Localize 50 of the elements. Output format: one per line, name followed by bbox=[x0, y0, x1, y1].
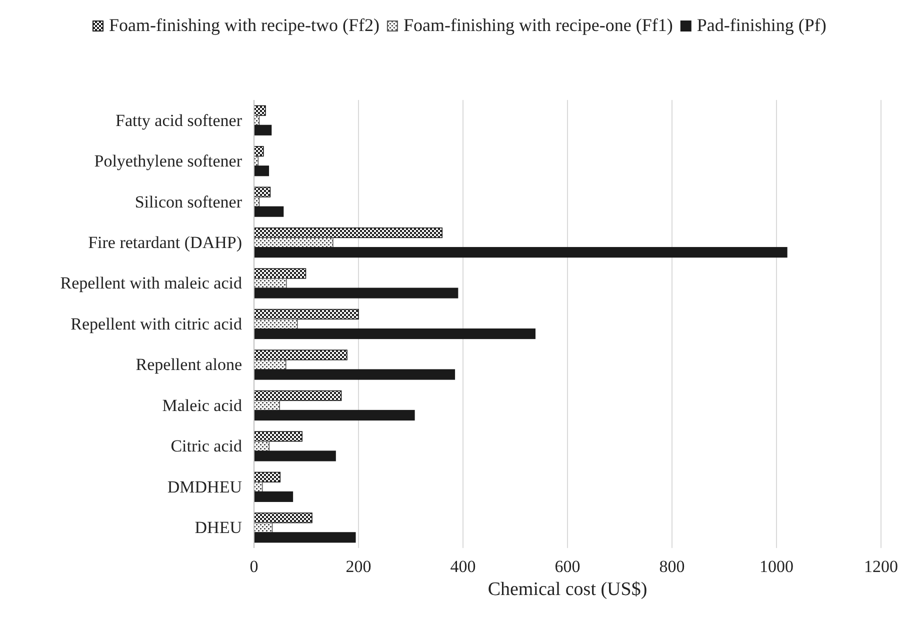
x-axis-title: Chemical cost (US$) bbox=[488, 579, 648, 600]
bar bbox=[254, 431, 302, 442]
bar bbox=[254, 146, 264, 157]
bar bbox=[254, 369, 456, 380]
y-tick-label: Repellent alone bbox=[136, 355, 242, 374]
y-tick-label: Polyethylene softener bbox=[94, 152, 242, 171]
bar bbox=[254, 359, 286, 370]
y-tick-label: DHEU bbox=[194, 518, 242, 538]
x-tick-label: 800 bbox=[659, 557, 685, 576]
x-tick-label: 400 bbox=[450, 557, 476, 576]
y-tick-label: Repellent with maleic acid bbox=[60, 274, 242, 293]
bar bbox=[254, 328, 536, 340]
bar bbox=[254, 247, 788, 258]
bar bbox=[254, 227, 442, 238]
legend-label: Pad-finishing (Pf) bbox=[696, 15, 826, 35]
bar bbox=[254, 390, 342, 401]
bar bbox=[254, 450, 336, 462]
bar bbox=[254, 512, 312, 524]
bar bbox=[254, 532, 356, 543]
bar bbox=[254, 472, 281, 482]
bar bbox=[254, 186, 271, 198]
bar bbox=[254, 410, 415, 421]
y-tick-label: Citric acid bbox=[170, 436, 242, 456]
x-tick-label: 1000 bbox=[760, 557, 794, 576]
x-tick-label: 200 bbox=[346, 557, 372, 576]
bar bbox=[254, 206, 284, 217]
y-tick-label: Fatty acid softener bbox=[115, 110, 242, 130]
x-tick-label: 0 bbox=[250, 557, 258, 576]
bar bbox=[254, 278, 287, 289]
bar bbox=[254, 318, 298, 330]
legend-label: Foam-finishing with recipe-two (Ff2) bbox=[109, 15, 380, 35]
x-tick-label: 1200 bbox=[864, 557, 898, 576]
bar bbox=[254, 105, 266, 116]
y-tick-label: Maleic acid bbox=[162, 396, 242, 415]
bar bbox=[254, 400, 280, 411]
bar bbox=[254, 166, 270, 176]
bar bbox=[254, 268, 306, 279]
y-tick-label: Repellent with citric acid bbox=[70, 314, 242, 334]
bar bbox=[254, 288, 458, 298]
bar bbox=[254, 237, 334, 248]
bar bbox=[254, 491, 294, 502]
y-tick-label: Silicon softener bbox=[134, 192, 242, 212]
y-tick-label: DMDHEU bbox=[167, 477, 242, 496]
bar bbox=[254, 308, 359, 320]
bar bbox=[254, 482, 263, 492]
x-tick-label: 600 bbox=[554, 557, 580, 576]
y-tick-label: Fire retardant (DAHP) bbox=[88, 232, 242, 252]
bar bbox=[254, 350, 348, 360]
bar bbox=[254, 124, 272, 136]
legend-label: Foam-finishing with recipe-one (Ff1) bbox=[403, 15, 673, 35]
